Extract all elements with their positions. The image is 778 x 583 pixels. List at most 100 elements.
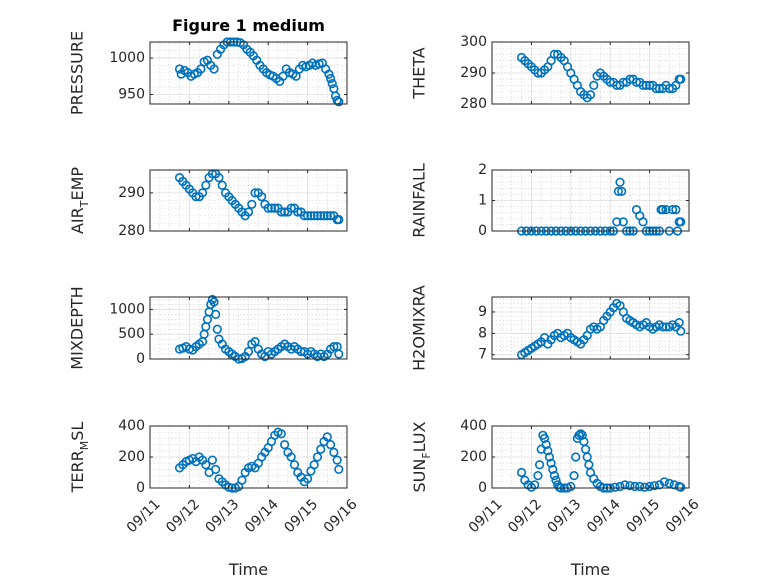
data-point bbox=[309, 460, 319, 470]
data-point bbox=[289, 460, 300, 470]
data-point bbox=[191, 192, 201, 202]
y-tick-label: 200 bbox=[460, 449, 487, 465]
data-point bbox=[280, 440, 290, 450]
data-point bbox=[546, 458, 556, 468]
data-point bbox=[516, 467, 527, 478]
x-tick-label: 09/16 bbox=[321, 496, 361, 536]
data-point bbox=[250, 337, 260, 347]
subplot-5: 0 500 1000 MIXDEPTH bbox=[68, 286, 348, 370]
data-point bbox=[263, 203, 273, 213]
data-point bbox=[334, 349, 344, 359]
y-tick-label: 1 bbox=[478, 193, 487, 209]
axes-box bbox=[149, 41, 348, 105]
data-point bbox=[635, 481, 645, 492]
data-point bbox=[207, 455, 217, 465]
data-point bbox=[286, 452, 296, 462]
axes-box bbox=[149, 296, 348, 360]
subplot-6: 7 8 9 H2OMIXRA bbox=[410, 285, 690, 371]
data-point bbox=[644, 481, 655, 492]
data-point bbox=[676, 74, 686, 84]
x-tick-label: 09/11 bbox=[466, 496, 506, 536]
data-point bbox=[533, 471, 543, 481]
data-point bbox=[649, 481, 660, 491]
y-tick-label: 0 bbox=[478, 480, 487, 496]
x-tick-label: 09/12 bbox=[163, 496, 203, 536]
y-tick-label: 1000 bbox=[109, 301, 145, 317]
data-point bbox=[576, 429, 586, 439]
y-tick-label: 0 bbox=[478, 223, 487, 239]
data-point bbox=[291, 71, 301, 81]
data-point bbox=[334, 214, 344, 225]
data-point bbox=[201, 460, 211, 470]
y-tick-label: 0 bbox=[136, 480, 145, 496]
data-point bbox=[541, 440, 551, 450]
data-point bbox=[324, 69, 334, 79]
data-point bbox=[664, 478, 674, 488]
data-point bbox=[640, 482, 650, 492]
y-axis-label: AIRTEMP bbox=[68, 167, 91, 234]
subplot-2: 280 290 300 THETA bbox=[410, 34, 690, 112]
y-tick-label: 400 bbox=[460, 418, 487, 434]
data-point bbox=[610, 482, 620, 492]
y-tick-label: 200 bbox=[118, 449, 145, 465]
data-point bbox=[299, 211, 309, 221]
data-point bbox=[334, 464, 344, 475]
data-point bbox=[303, 211, 313, 221]
x-tick-label: 09/12 bbox=[505, 496, 545, 536]
x-tick-label: 09/14 bbox=[242, 496, 282, 536]
data-point bbox=[585, 90, 596, 100]
data-point bbox=[327, 78, 337, 89]
data-point bbox=[306, 211, 316, 221]
data-point bbox=[566, 481, 576, 492]
data-point bbox=[312, 452, 323, 462]
data-point bbox=[293, 207, 303, 217]
series-markers bbox=[174, 169, 344, 225]
data-point bbox=[214, 173, 224, 183]
data-point bbox=[325, 73, 336, 84]
data-point bbox=[661, 205, 671, 215]
data-point bbox=[549, 471, 559, 481]
data-point bbox=[638, 217, 648, 227]
x-axis-label: Time bbox=[570, 560, 610, 579]
data-point bbox=[201, 180, 211, 190]
y-tick-label: 7 bbox=[478, 347, 487, 363]
data-point bbox=[569, 471, 579, 481]
data-point bbox=[638, 80, 648, 90]
data-point bbox=[174, 64, 185, 74]
subplot-3: 280 290 AIRTEMP bbox=[68, 167, 348, 239]
data-point bbox=[197, 188, 208, 198]
y-tick-label: 0 bbox=[136, 351, 145, 367]
data-point bbox=[334, 97, 344, 107]
subplot-7: 0 200 400 09/11 09/12 09/13 09/14 09/15 09/16 TER… bbox=[68, 418, 361, 579]
data-point bbox=[243, 207, 254, 217]
data-point bbox=[658, 322, 668, 332]
data-point bbox=[276, 207, 286, 217]
y-axis-label: RAINFALL bbox=[410, 163, 429, 238]
y-tick-label: 1000 bbox=[109, 50, 145, 66]
y-axis-label: TERRMSL bbox=[68, 422, 91, 494]
data-point bbox=[325, 440, 336, 450]
data-point bbox=[212, 324, 222, 334]
data-point bbox=[625, 481, 635, 491]
series-markers bbox=[516, 429, 686, 493]
data-point bbox=[322, 211, 332, 221]
data-point bbox=[209, 297, 219, 307]
data-point bbox=[641, 80, 651, 90]
data-point bbox=[571, 452, 581, 462]
data-point bbox=[530, 480, 540, 490]
data-point bbox=[309, 211, 319, 221]
data-point bbox=[574, 430, 584, 440]
y-tick-label: 2 bbox=[478, 162, 487, 178]
data-point bbox=[612, 217, 622, 227]
data-point bbox=[316, 211, 326, 221]
data-point bbox=[312, 211, 323, 221]
data-point bbox=[276, 429, 286, 439]
x-tick-label: 09/15 bbox=[281, 496, 321, 536]
series-markers bbox=[174, 294, 344, 364]
data-point bbox=[667, 205, 678, 215]
data-point bbox=[630, 481, 640, 492]
y-tick-label: 280 bbox=[460, 96, 487, 112]
data-point bbox=[676, 326, 686, 336]
x-tick-label: 09/11 bbox=[124, 496, 164, 536]
y-axis-label: PRESSURE bbox=[68, 31, 87, 115]
